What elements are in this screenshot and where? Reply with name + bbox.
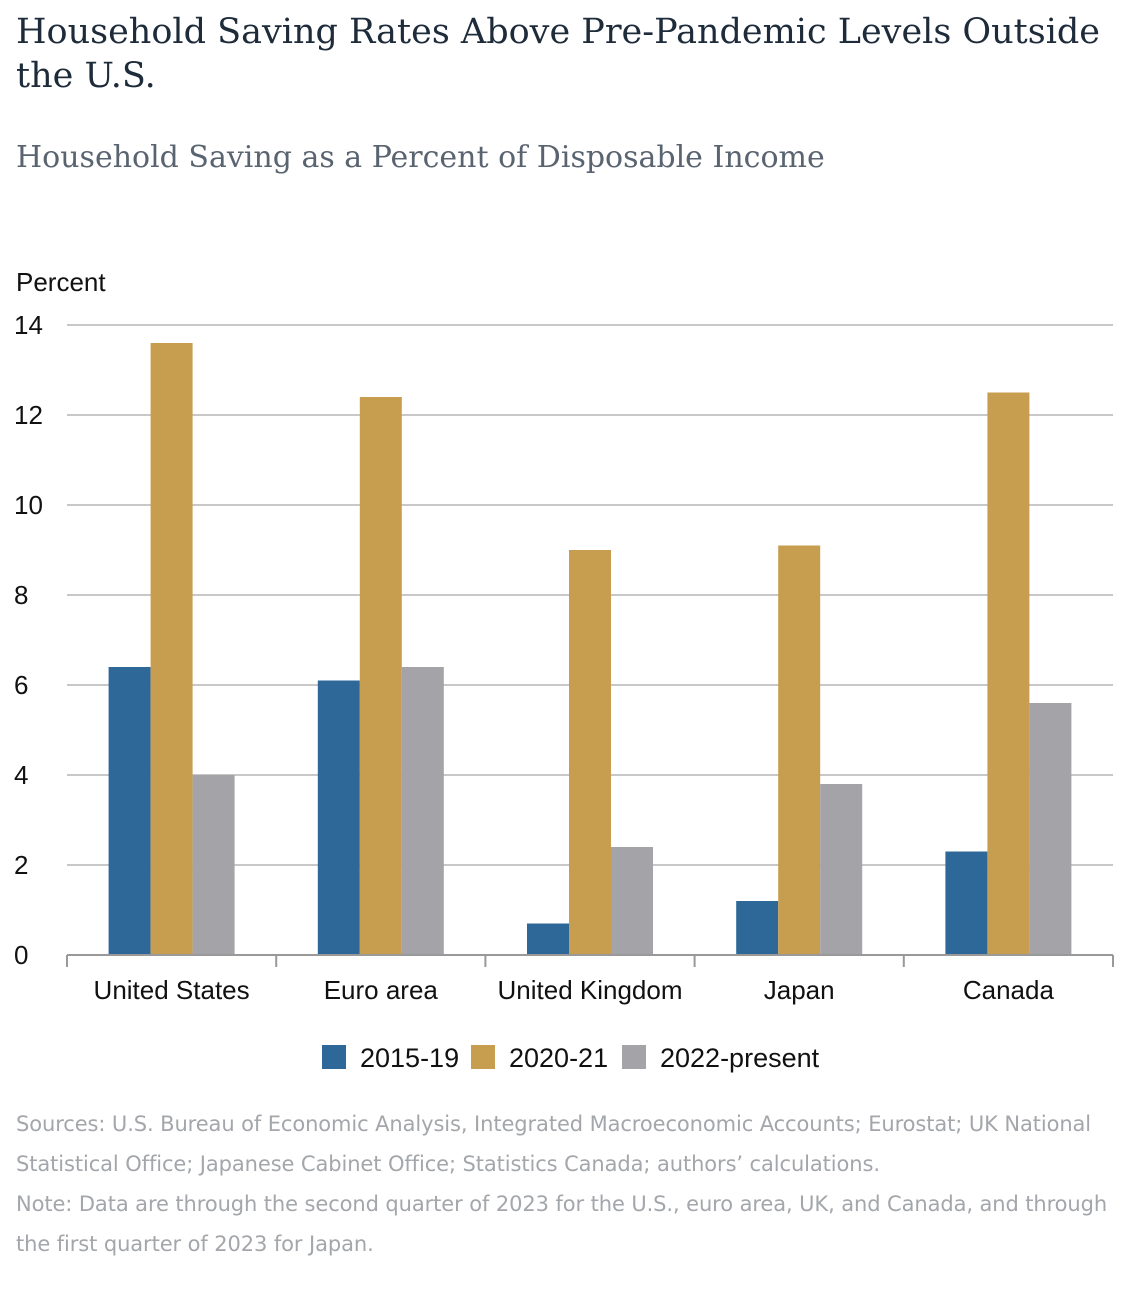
bar bbox=[192, 775, 235, 955]
bar bbox=[527, 923, 569, 955]
y-tick-label: 2 bbox=[14, 850, 28, 880]
y-tick-label: 4 bbox=[14, 760, 28, 790]
x-tick-label: Euro area bbox=[324, 975, 439, 1005]
bar bbox=[987, 392, 1030, 955]
chart-notes: Sources: U.S. Bureau of Economic Analysi… bbox=[16, 1104, 1116, 1264]
legend-swatch bbox=[322, 1045, 346, 1069]
bar bbox=[317, 680, 360, 955]
bar bbox=[820, 784, 863, 955]
bar bbox=[359, 397, 402, 955]
chart-subtitle: Household Saving as a Percent of Disposa… bbox=[16, 140, 825, 175]
bar bbox=[736, 901, 779, 955]
x-tick-label: Japan bbox=[764, 975, 835, 1005]
y-tick-label: 10 bbox=[14, 490, 43, 520]
bar bbox=[945, 851, 988, 955]
y-tick-label: 0 bbox=[14, 940, 28, 970]
bar bbox=[611, 847, 653, 955]
bar bbox=[401, 667, 444, 955]
y-tick-label: 6 bbox=[14, 670, 28, 700]
bar bbox=[150, 343, 193, 955]
bar bbox=[1029, 703, 1072, 955]
bar bbox=[569, 550, 611, 955]
legend-swatch bbox=[471, 1045, 495, 1069]
legend-label: 2020-21 bbox=[509, 1043, 608, 1073]
y-tick-label: 14 bbox=[14, 310, 43, 340]
y-tick-label: 8 bbox=[14, 580, 28, 610]
sources-text: Sources: U.S. Bureau of Economic Analysi… bbox=[16, 1112, 1092, 1176]
legend-label: 2015-19 bbox=[360, 1043, 459, 1073]
bar-chart: Percent 0 2 4 6 8 10 12 14 United States Euro are… bbox=[14, 267, 1114, 1073]
y-axis-label: Percent bbox=[16, 267, 106, 297]
x-tick-label: Canada bbox=[963, 975, 1055, 1005]
y-tick-label: 12 bbox=[14, 400, 43, 430]
legend-swatch bbox=[622, 1045, 646, 1069]
bar bbox=[108, 667, 151, 955]
x-tick-label: United States bbox=[94, 975, 250, 1005]
legend-label: 2022-present bbox=[660, 1043, 820, 1073]
note-text: Note: Data are through the second quarte… bbox=[16, 1192, 1108, 1256]
bar bbox=[778, 545, 821, 955]
chart-title: Household Saving Rates Above Pre-Pandemi… bbox=[16, 12, 1101, 96]
x-tick-label: United Kingdom bbox=[498, 975, 683, 1005]
